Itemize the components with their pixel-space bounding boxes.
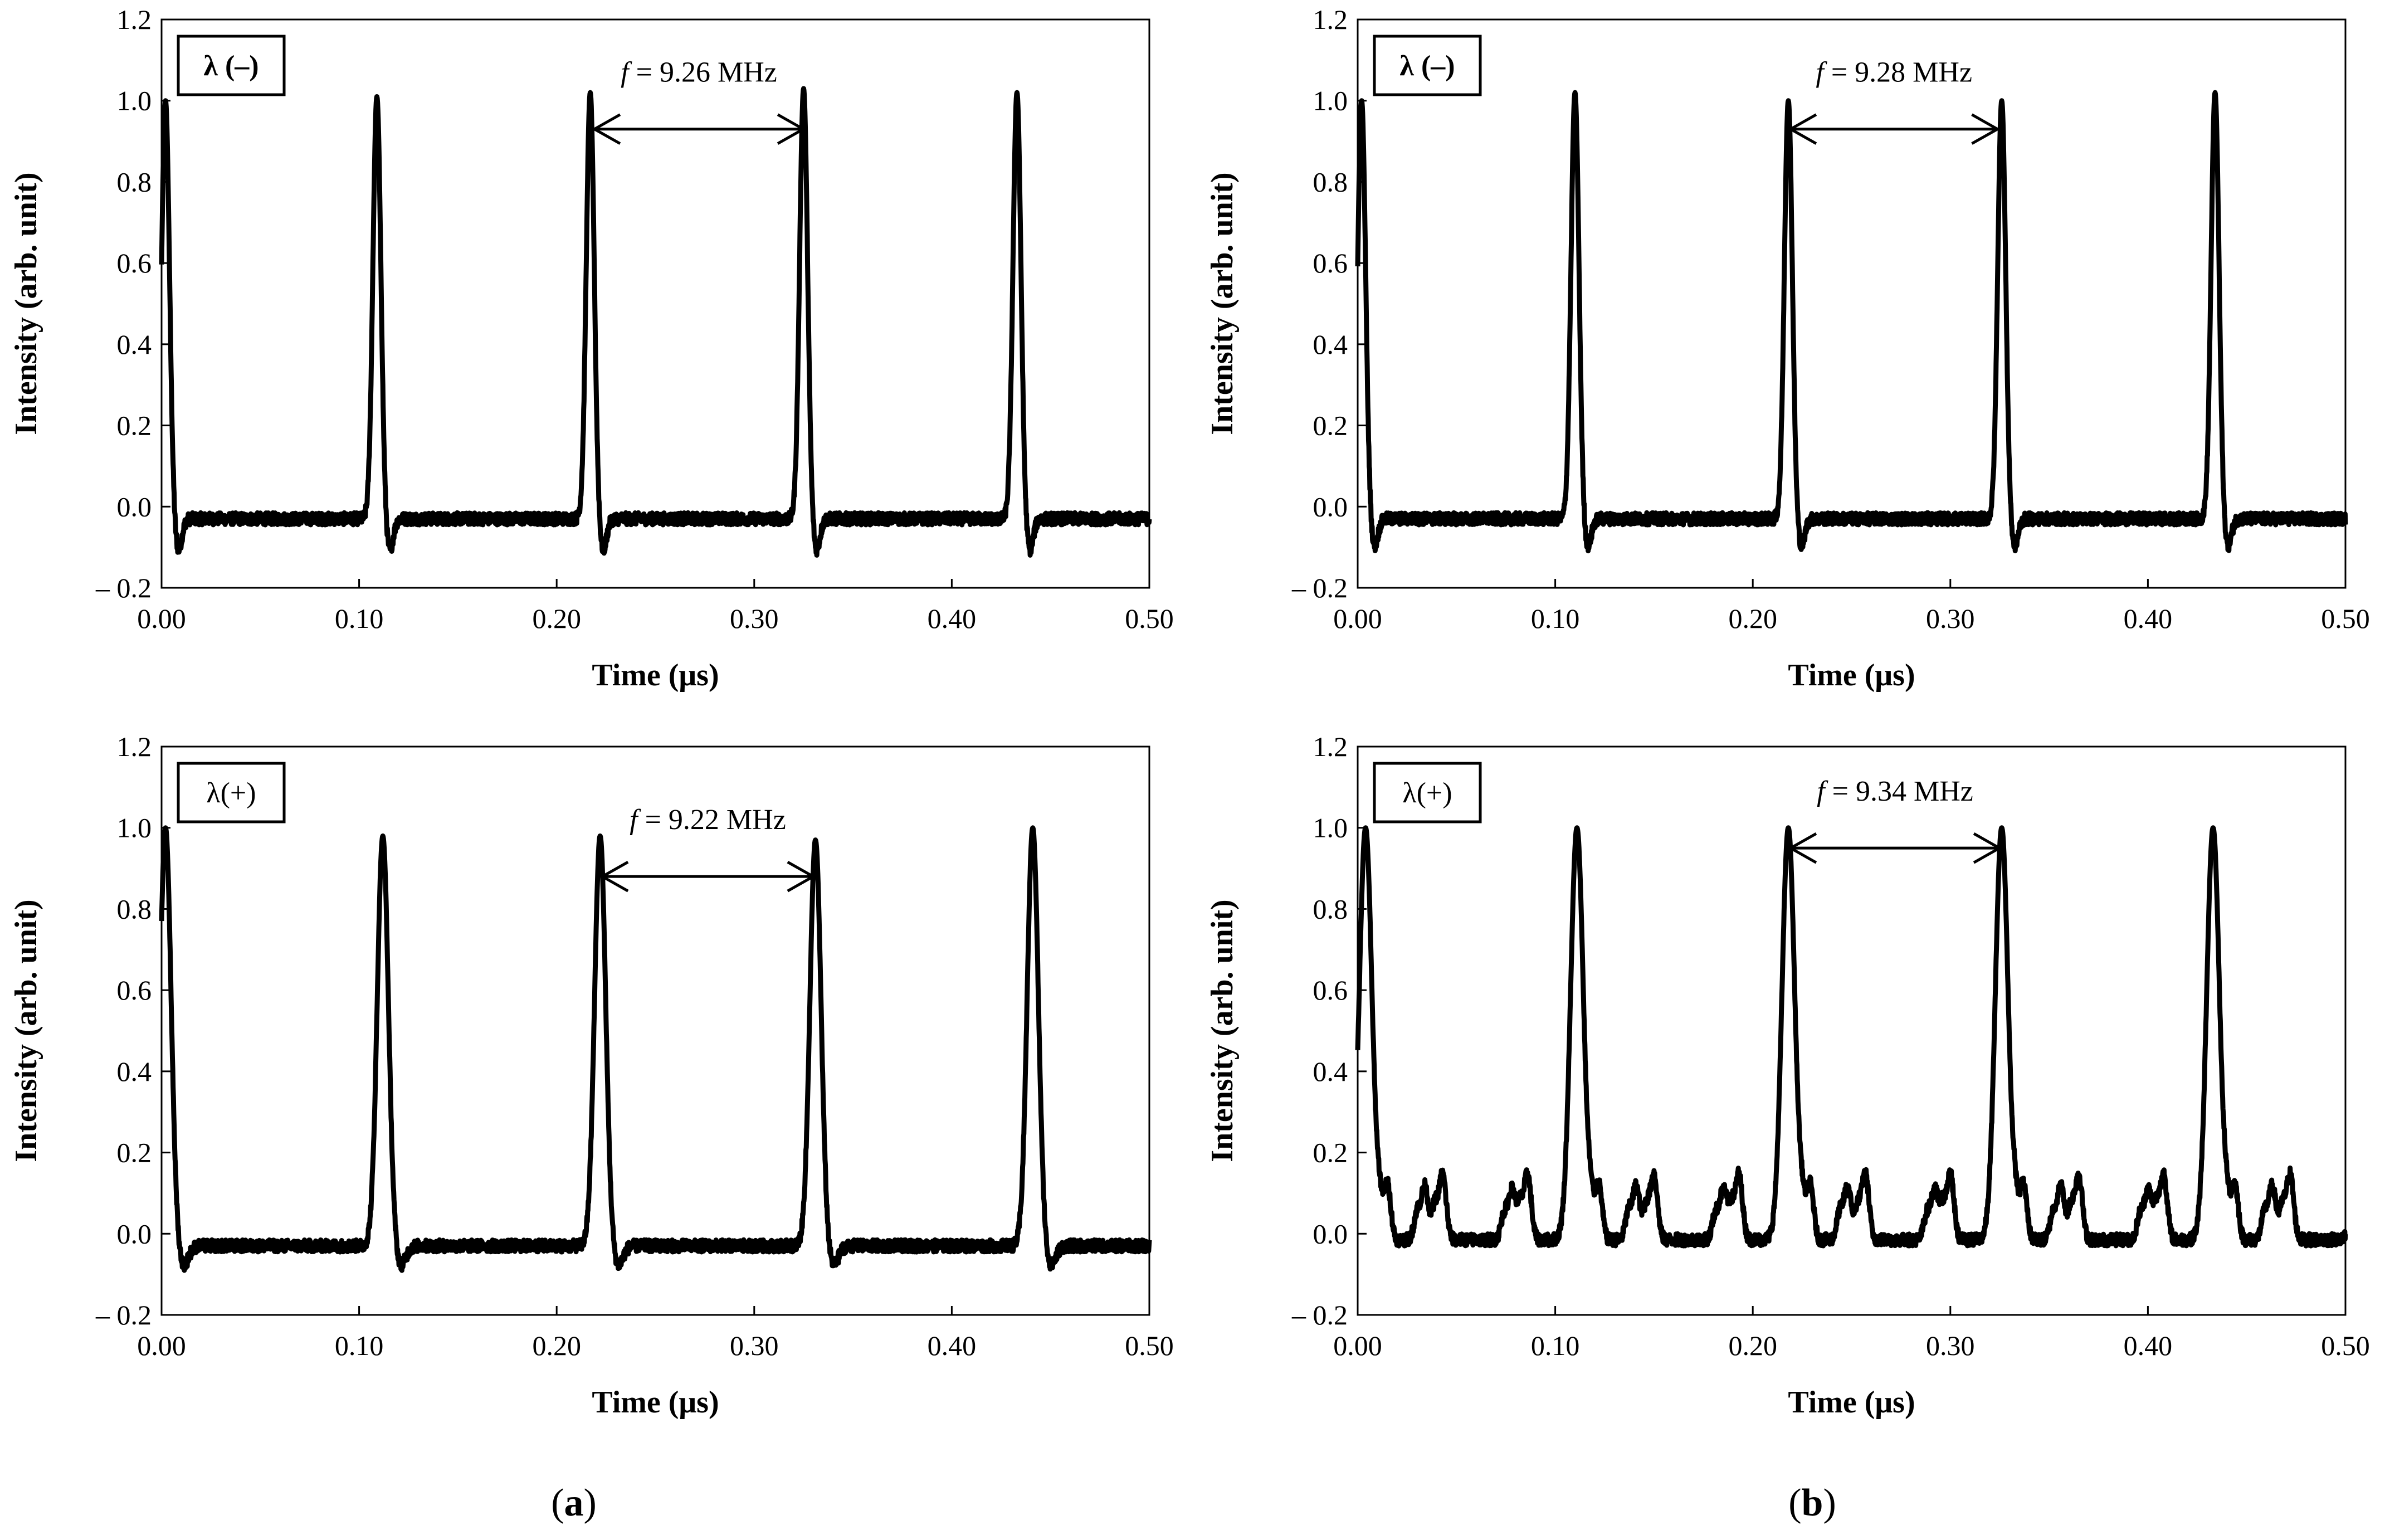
- frequency-annotation: f = 9.34 MHz: [1817, 776, 1973, 807]
- y-axis-label: Intensity (arb. unit): [9, 172, 43, 435]
- y-tick-label: 0.6: [1313, 247, 1348, 279]
- signal-trace: [1355, 825, 2348, 1249]
- panel-label-a: (a): [551, 1481, 597, 1524]
- legend-box: [1373, 35, 1482, 96]
- legend-label: λ (–): [203, 50, 259, 82]
- y-tick-label: 0.4: [117, 1056, 152, 1087]
- y-tick-label: 0.8: [117, 166, 152, 197]
- x-tick-label: 0.20: [532, 603, 581, 634]
- y-tick-label: 0.4: [1313, 329, 1348, 360]
- y-tick-label: 0.0: [117, 491, 152, 522]
- chart-panel-4: – 0.2 0.0 0.2 0.4 0.6 0.8 1.0 1.2 0.00 0.10 0.20 0.…: [1205, 731, 2370, 1420]
- y-tick-label: 1.0: [117, 812, 152, 844]
- period-arrow: [1787, 832, 2003, 864]
- x-tick-label: 0.50: [2321, 603, 2370, 634]
- x-tick-label: 0.10: [335, 603, 384, 634]
- period-arrow: [1787, 113, 2001, 145]
- y-tick-label: 0.2: [117, 410, 152, 441]
- x-tick-label: 0.40: [928, 1330, 977, 1361]
- period-arrow: [591, 113, 807, 145]
- y-tick-label: 0.4: [117, 329, 152, 360]
- x-tick-label: 0.40: [928, 603, 977, 634]
- y-tick-label: 0.0: [117, 1218, 152, 1249]
- y-tick-label: – 0.2: [95, 572, 152, 603]
- frequency-annotation: f = 9.26 MHz: [621, 57, 777, 89]
- x-tick-label: 0.00: [137, 603, 186, 634]
- y-tick-label: 1.0: [1313, 85, 1348, 116]
- x-axis-label: Time (μs): [1788, 658, 1915, 693]
- y-tick-label: 1.2: [117, 4, 152, 35]
- y-tick-label: 1.0: [1313, 812, 1348, 844]
- signal-trace: [159, 825, 1152, 1273]
- x-tick-label: 0.30: [730, 603, 779, 634]
- x-tick-label: 0.50: [2321, 1330, 2370, 1361]
- y-tick-label: 1.2: [1313, 4, 1348, 35]
- x-tick-label: 0.00: [1333, 1330, 1382, 1361]
- legend-label: λ(+): [206, 777, 256, 809]
- legend-box: [177, 35, 286, 96]
- x-tick-label: 0.50: [1125, 603, 1174, 634]
- x-tick-label: 0.50: [1125, 1330, 1174, 1361]
- panel-label-b: (b): [1788, 1481, 1836, 1524]
- y-tick-label: 0.6: [1313, 974, 1348, 1006]
- x-tick-label: 0.40: [2124, 603, 2173, 634]
- y-tick-label: 1.2: [117, 731, 152, 762]
- x-tick-label: 0.40: [2124, 1330, 2173, 1361]
- y-tick-label: 1.0: [117, 85, 152, 116]
- legend-label: λ (–): [1399, 50, 1455, 82]
- x-tick-label: 0.30: [1926, 1330, 1975, 1361]
- y-tick-label: 0.0: [1313, 1218, 1348, 1249]
- y-tick-label: 0.4: [1313, 1056, 1348, 1087]
- y-tick-label: 0.2: [1313, 1137, 1348, 1168]
- legend-label: λ(+): [1402, 777, 1452, 809]
- y-tick-label: 0.0: [1313, 491, 1348, 522]
- x-axis-label: Time (μs): [1788, 1385, 1915, 1420]
- chart-panel-3: – 0.2 0.0 0.2 0.4 0.6 0.8 1.0 1.2 0.00 0.10 0.20 0.…: [9, 731, 1174, 1420]
- x-tick-label: 0.10: [335, 1330, 384, 1361]
- x-tick-label: 0.00: [1333, 603, 1382, 634]
- y-axis-label: Intensity (arb. unit): [1205, 899, 1240, 1162]
- x-tick-label: 0.30: [1926, 603, 1975, 634]
- x-tick-label: 0.10: [1531, 603, 1580, 634]
- y-tick-label: 0.2: [1313, 410, 1348, 441]
- y-tick-label: 0.8: [117, 893, 152, 924]
- period-arrow: [599, 860, 816, 893]
- plot-frame: [160, 745, 1150, 1316]
- y-tick-label: – 0.2: [1291, 572, 1348, 603]
- x-axis-label: Time (μs): [592, 1385, 719, 1420]
- y-tick-label: 0.6: [117, 247, 152, 279]
- plot-frame: [160, 18, 1150, 589]
- y-tick-label: – 0.2: [95, 1299, 152, 1331]
- chart-panel-2: – 0.2 0.0 0.2 0.4 0.6 0.8 1.0 1.2 0.00 0.10 0.20 0.…: [1205, 4, 2370, 693]
- x-tick-label: 0.20: [1728, 1330, 1777, 1361]
- y-tick-label: 0.2: [117, 1137, 152, 1168]
- x-tick-label: 0.10: [1531, 1330, 1580, 1361]
- y-tick-label: 0.6: [117, 974, 152, 1006]
- x-tick-label: 0.00: [137, 1330, 186, 1361]
- plot-frame: [1357, 18, 2347, 589]
- y-tick-label: – 0.2: [1291, 1299, 1348, 1331]
- y-tick-label: 0.8: [1313, 166, 1348, 197]
- y-tick-label: 0.8: [1313, 893, 1348, 924]
- legend-box: [177, 762, 286, 823]
- frequency-annotation: f = 9.22 MHz: [630, 804, 786, 836]
- y-axis-label: Intensity (arb. unit): [9, 899, 43, 1162]
- x-axis-label: Time (μs): [592, 658, 719, 693]
- y-axis-label: Intensity (arb. unit): [1205, 172, 1240, 435]
- x-tick-label: 0.20: [1728, 603, 1777, 634]
- x-tick-label: 0.30: [730, 1330, 779, 1361]
- chart-panel-1: – 0.2 0.0 0.2 0.4 0.6 0.8 1.0 1.2 0.00 0.10 0.20 0.…: [9, 4, 1174, 693]
- frequency-annotation: f = 9.28 MHz: [1816, 57, 1972, 89]
- legend-box: [1373, 762, 1482, 823]
- signal-trace: [159, 86, 1152, 558]
- signal-trace: [1355, 90, 2348, 554]
- x-tick-label: 0.20: [532, 1330, 581, 1361]
- y-tick-label: 1.2: [1313, 731, 1348, 762]
